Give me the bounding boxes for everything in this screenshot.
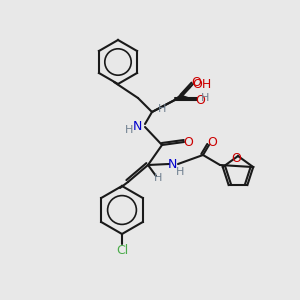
Text: O: O bbox=[195, 94, 205, 106]
Text: O: O bbox=[191, 76, 201, 88]
Text: H: H bbox=[125, 125, 133, 135]
Text: O: O bbox=[231, 152, 241, 164]
Text: O: O bbox=[183, 136, 193, 148]
Text: OH: OH bbox=[192, 77, 211, 91]
Text: H: H bbox=[154, 173, 162, 183]
Text: N: N bbox=[132, 121, 142, 134]
Text: Cl: Cl bbox=[116, 244, 128, 256]
Text: N: N bbox=[167, 158, 177, 170]
Text: H: H bbox=[201, 93, 209, 103]
Text: H: H bbox=[176, 167, 184, 177]
Text: H: H bbox=[158, 104, 166, 114]
Text: O: O bbox=[207, 136, 217, 148]
